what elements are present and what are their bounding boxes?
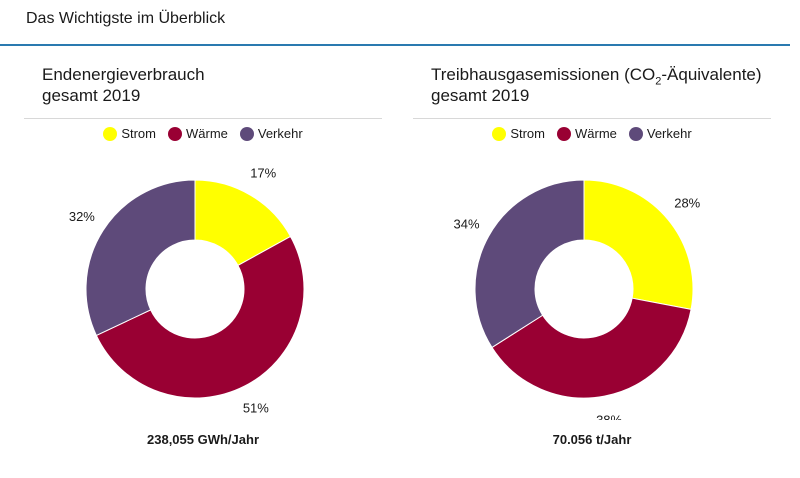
page-title: Das Wichtigste im Überblick (26, 10, 226, 27)
legend: Strom Wärme Verkehr (24, 126, 382, 141)
data-label-strom: 17% (250, 166, 276, 181)
donut-slice-strom[interactable] (194, 179, 292, 267)
donut-chart-emissions: 28% 38% 34% (454, 179, 701, 420)
legend-item-strom[interactable]: Strom (103, 126, 156, 141)
donut-slice-strom[interactable] (583, 179, 694, 311)
legend-item-waerme[interactable]: Wärme (556, 126, 617, 141)
legend-swatch-waerme (556, 126, 571, 141)
legend-swatch-verkehr (628, 126, 643, 141)
chart-title: Endenergieverbrauch gesamt 2019 (42, 65, 205, 105)
chart-total: 238,055 GWh/Jahr (147, 432, 259, 447)
divider (24, 118, 382, 119)
donut-slice-waerme[interactable] (95, 235, 305, 399)
donut-slice-verkehr[interactable] (474, 179, 585, 349)
donut-slice-verkehr[interactable] (85, 179, 196, 337)
data-label-verkehr: 34% (454, 216, 480, 231)
legend-item-verkehr[interactable]: Verkehr (239, 126, 303, 141)
legend-item-strom[interactable]: Strom (492, 126, 545, 141)
data-label-waerme: 38% (596, 413, 622, 420)
donut-slice-waerme[interactable] (491, 297, 692, 399)
legend-swatch-waerme (167, 126, 182, 141)
legend-item-verkehr[interactable]: Verkehr (628, 126, 692, 141)
data-label-verkehr: 32% (69, 209, 95, 224)
legend-item-waerme[interactable]: Wärme (167, 126, 228, 141)
data-label-waerme: 51% (243, 400, 269, 415)
divider (413, 118, 771, 119)
chart-total: 70.056 t/Jahr (552, 432, 632, 447)
data-label-strom: 28% (674, 196, 700, 211)
page-header: Das Wichtigste im Überblick (0, 0, 790, 46)
legend-swatch-strom (492, 126, 507, 141)
donut-chart-energy: 17% 51% 32% (69, 166, 305, 415)
chart-title: Treibhausgasemissionen (CO2-Äquivalente)… (431, 65, 762, 105)
legend-swatch-verkehr (239, 126, 254, 141)
legend-swatch-strom (103, 126, 118, 141)
legend: Strom Wärme Verkehr (413, 126, 771, 141)
